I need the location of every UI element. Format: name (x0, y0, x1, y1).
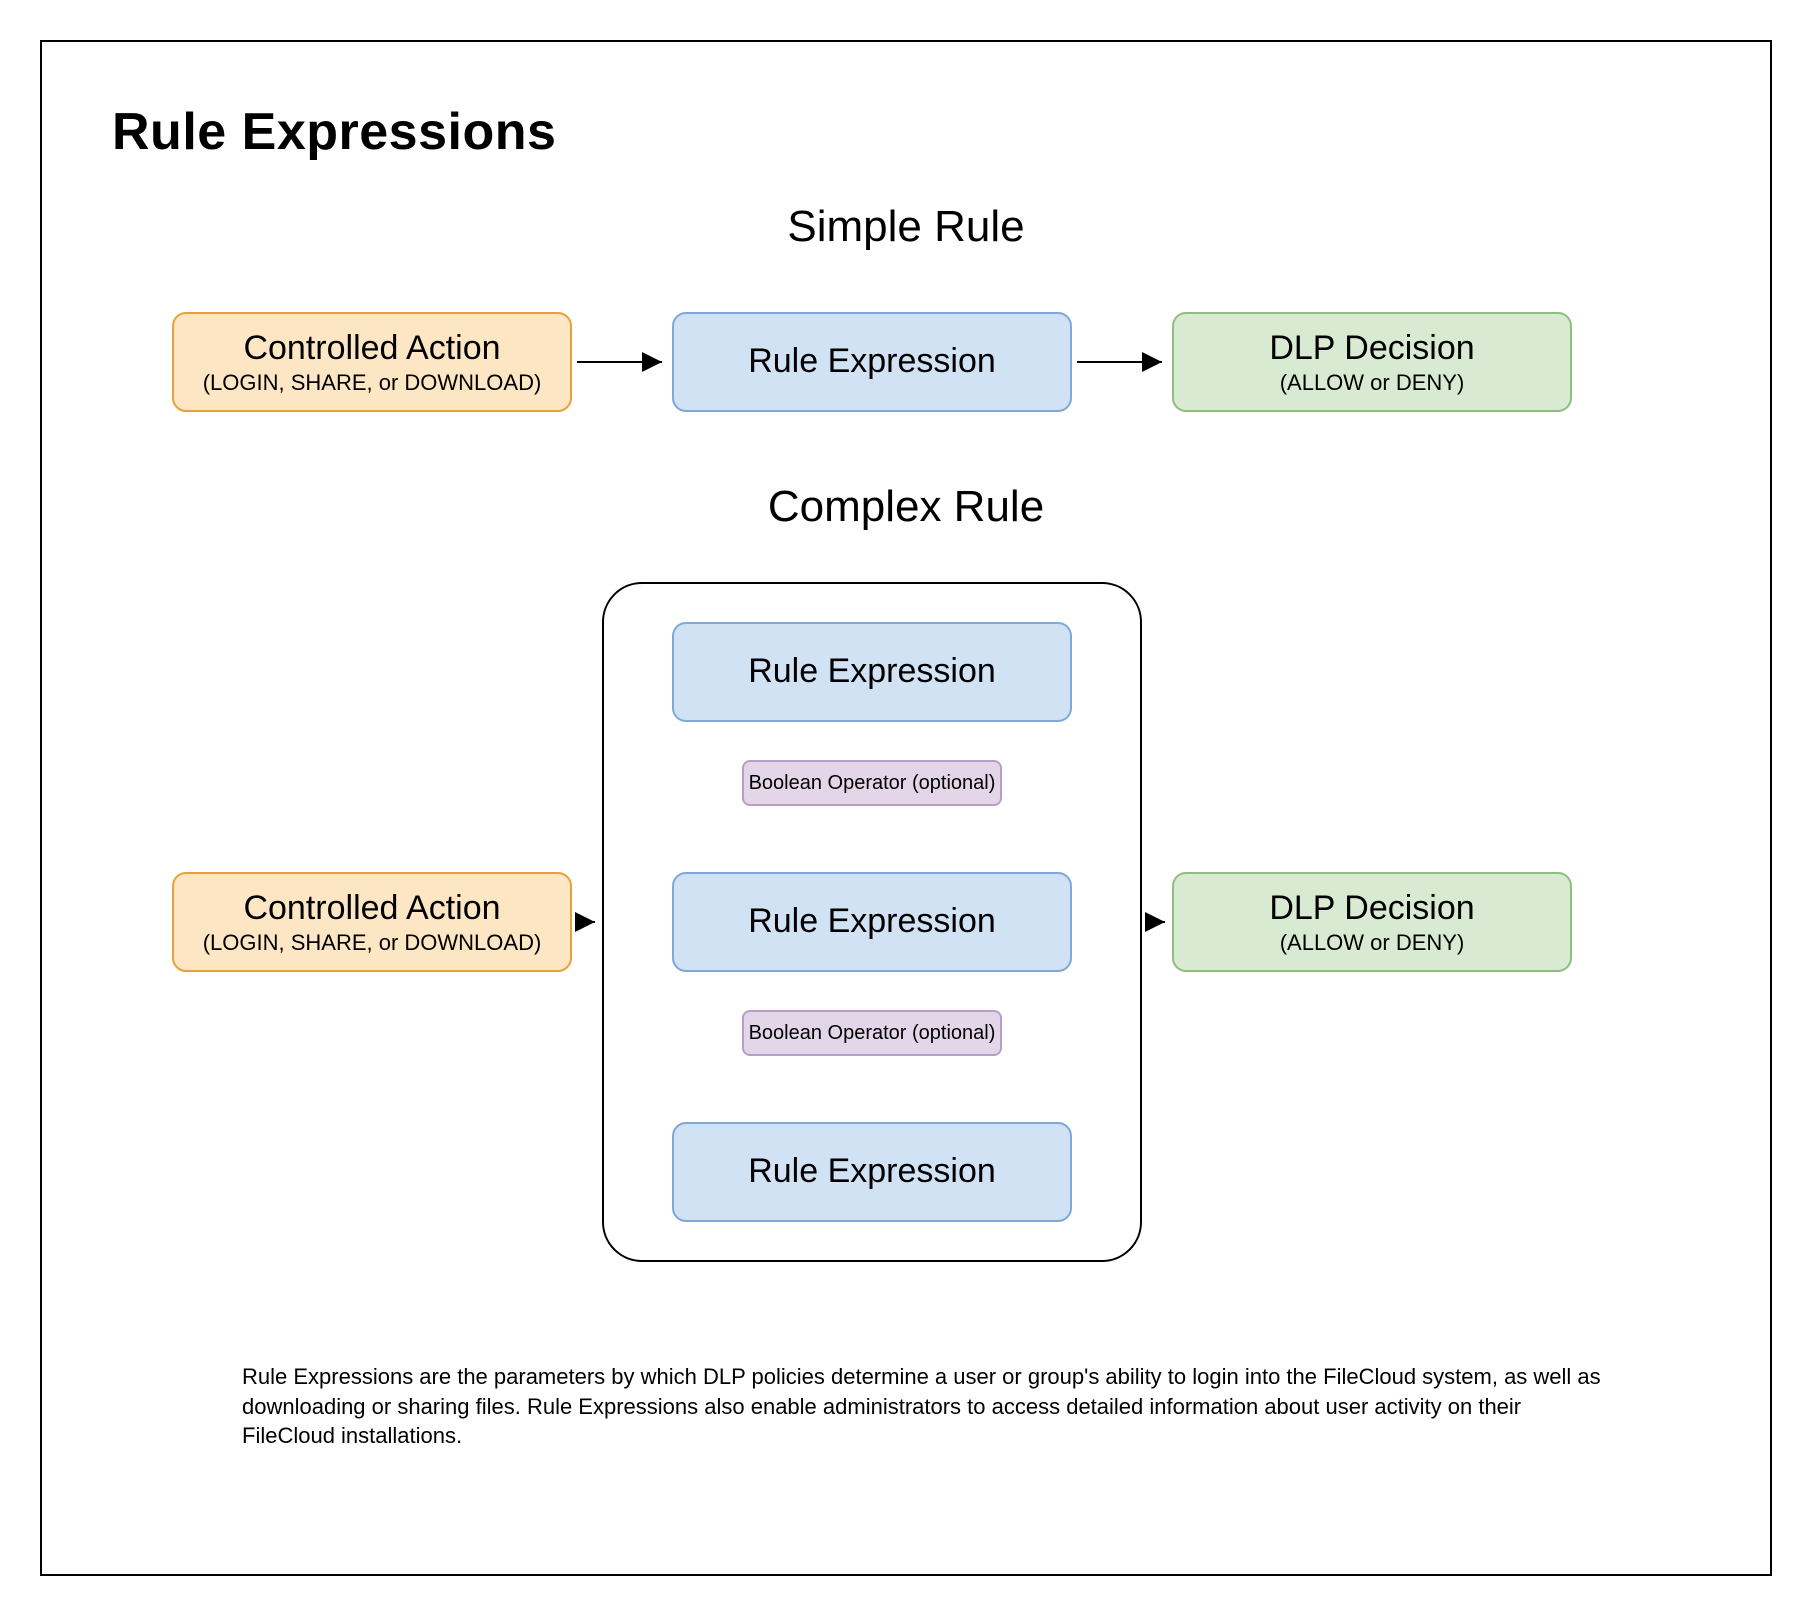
node-subtitle: (LOGIN, SHARE, or DOWNLOAD) (203, 370, 542, 395)
diagram-canvas: Rule Expressions Simple Rule Controlled … (40, 40, 1772, 1576)
node-boolean-operator-2: Boolean Operator (optional) (742, 1010, 1002, 1056)
node-boolean-operator-1: Boolean Operator (optional) (742, 760, 1002, 806)
arrow-simple-2 (1077, 347, 1172, 377)
section-title-complex: Complex Rule (42, 482, 1770, 532)
arrow-simple-1 (577, 347, 672, 377)
node-subtitle: (LOGIN, SHARE, or DOWNLOAD) (203, 930, 542, 955)
node-dlp-decision-simple: DLP Decision (ALLOW or DENY) (1172, 312, 1572, 412)
node-rule-expression-complex-3: Rule Expression (672, 1122, 1072, 1222)
node-title: Boolean Operator (optional) (749, 1022, 996, 1045)
node-title: Boolean Operator (optional) (749, 772, 996, 795)
arrow-complex-1 (577, 907, 607, 937)
node-dlp-decision-complex: DLP Decision (ALLOW or DENY) (1172, 872, 1572, 972)
footer-paragraph: Rule Expressions are the parameters by w… (242, 1362, 1602, 1451)
node-title: Controlled Action (243, 329, 500, 368)
node-title: Rule Expression (748, 902, 996, 941)
node-rule-expression-complex-1: Rule Expression (672, 622, 1072, 722)
node-title: Rule Expression (748, 652, 996, 691)
node-title: Rule Expression (748, 1152, 996, 1191)
node-title: DLP Decision (1269, 329, 1474, 368)
node-title: Controlled Action (243, 889, 500, 928)
node-rule-expression-simple: Rule Expression (672, 312, 1072, 412)
node-subtitle: (ALLOW or DENY) (1280, 930, 1465, 955)
node-rule-expression-complex-2: Rule Expression (672, 872, 1072, 972)
node-title: DLP Decision (1269, 889, 1474, 928)
section-title-simple: Simple Rule (42, 202, 1770, 252)
node-controlled-action-simple: Controlled Action (LOGIN, SHARE, or DOWN… (172, 312, 572, 412)
node-controlled-action-complex: Controlled Action (LOGIN, SHARE, or DOWN… (172, 872, 572, 972)
node-subtitle: (ALLOW or DENY) (1280, 370, 1465, 395)
node-title: Rule Expression (748, 342, 996, 381)
page-title: Rule Expressions (112, 102, 556, 162)
